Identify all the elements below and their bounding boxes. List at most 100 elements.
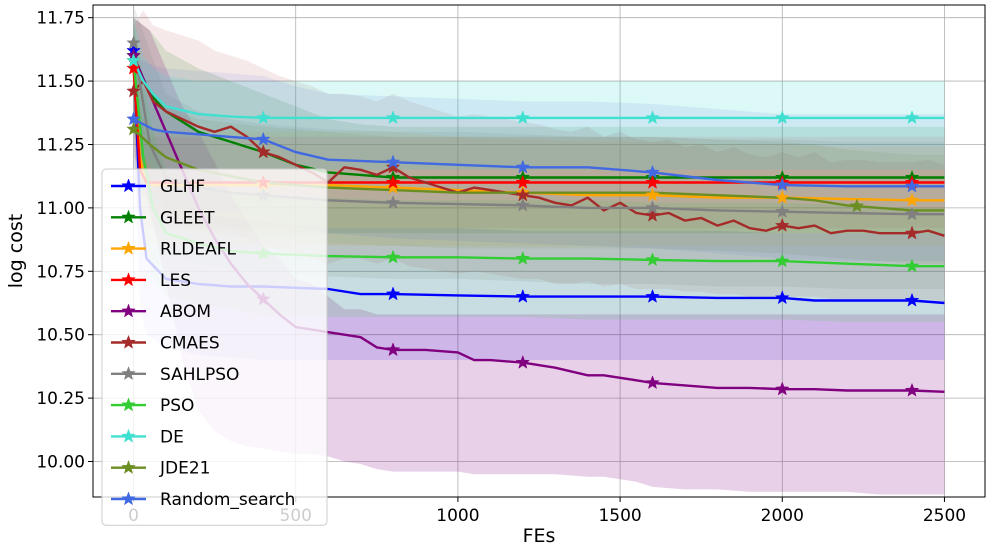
- y-tick-label: 11.75: [36, 9, 85, 29]
- marker-sahlpso: [126, 35, 141, 50]
- y-tick-label: 11.00: [36, 199, 85, 219]
- legend-marker-abom: [121, 303, 136, 318]
- band-sahlpso: [133, 5, 945, 289]
- marker-sahlpso: [515, 197, 531, 212]
- marker-les: [126, 60, 141, 75]
- band-glhf: [133, 17, 945, 361]
- band-pso: [133, 17, 945, 322]
- marker-random-search: [255, 131, 271, 146]
- x-tick-label: 2000: [761, 506, 804, 526]
- marker-random-search: [515, 159, 531, 174]
- legend-box: [101, 168, 328, 526]
- marker-les: [385, 174, 401, 189]
- legend-label-abom: ABOM: [160, 302, 211, 322]
- legend-marker-de: [121, 428, 136, 443]
- legend-label-cmaes: CMAES: [160, 334, 220, 354]
- marker-cmaes: [126, 83, 141, 98]
- band-jde21: [133, 81, 945, 264]
- x-axis-title: FEs: [523, 525, 556, 547]
- x-tick-label: 2500: [923, 506, 966, 526]
- legend-marker-jde21: [121, 459, 136, 474]
- marker-jde21: [849, 198, 865, 213]
- marker-jde21: [126, 121, 141, 136]
- marker-rldeafl: [385, 179, 401, 194]
- legend-marker-gleet: [121, 209, 136, 224]
- legend-marker-les: [121, 272, 136, 287]
- marker-de: [904, 110, 920, 125]
- legend: GLHF GLEET RLDEAFL LES ABOM CMAES SAHLPSO PSO DE…: [101, 168, 328, 526]
- band-gleet: [133, 17, 945, 234]
- marker-cmaes: [904, 225, 920, 240]
- legend-label-jde21: JDE21: [159, 459, 210, 479]
- marker-abom: [774, 381, 790, 396]
- legend-label-random-search: Random_search: [160, 490, 295, 510]
- plot-frame: [92, 4, 986, 498]
- series-line-cmaes: [132, 79, 945, 237]
- marker-pso: [904, 258, 920, 273]
- marker-de: [385, 110, 401, 125]
- x-tick-label: 1000: [436, 506, 479, 526]
- marker-abom: [515, 354, 531, 369]
- band-abom: [133, 17, 945, 495]
- legend-marker-glhf: [121, 178, 136, 193]
- marker-abom: [645, 375, 660, 390]
- legend-marker-pso: [121, 397, 136, 412]
- legend-marker-sahlpso: [121, 366, 136, 381]
- marker-random-search: [126, 111, 141, 126]
- marker-de: [255, 110, 271, 125]
- marker-pso: [645, 252, 660, 267]
- marker-abom: [385, 342, 401, 357]
- marker-cmaes: [385, 159, 401, 174]
- marker-les: [645, 174, 660, 189]
- legend-marker-cmaes: [121, 334, 136, 349]
- marker-de: [515, 110, 531, 125]
- legend-label-gleet: GLEET: [160, 208, 215, 228]
- legend-label-les: LES: [160, 271, 191, 291]
- marker-les: [515, 174, 531, 189]
- marker-glhf: [645, 288, 660, 303]
- marker-pso: [515, 250, 531, 265]
- marker-glhf: [385, 286, 401, 301]
- x-tick-label: 1500: [598, 506, 641, 526]
- marker-de: [774, 110, 790, 125]
- y-tick-label: 11.25: [36, 135, 85, 155]
- series-markers: [126, 35, 920, 397]
- marker-de: [645, 110, 660, 125]
- y-tick-label: 10.75: [36, 262, 85, 282]
- marker-sahlpso: [904, 206, 920, 221]
- marker-random-search: [385, 154, 401, 169]
- marker-glhf: [904, 292, 920, 307]
- legend-label-pso: PSO: [160, 396, 194, 416]
- legend-label-sahlpso: SAHLPSO: [160, 365, 239, 385]
- band-cmaes: [133, 10, 945, 302]
- legend-label-rldeafl: RLDEAFL: [160, 240, 237, 260]
- marker-rldeafl: [774, 189, 790, 204]
- marker-random-search: [645, 164, 660, 179]
- legend-label-de: DE: [160, 427, 184, 447]
- marker-pso: [385, 249, 401, 264]
- marker-glhf: [515, 288, 531, 303]
- marker-sahlpso: [645, 200, 660, 215]
- marker-rldeafl: [645, 187, 660, 202]
- legend-label-glhf: GLHF: [160, 177, 205, 197]
- series-line-de: [132, 60, 945, 120]
- legend-marker-random-search: [121, 491, 136, 506]
- marker-cmaes: [255, 144, 271, 159]
- marker-pso: [774, 253, 790, 268]
- marker-de: [126, 53, 141, 68]
- legend-marker-rldeafl: [121, 240, 136, 255]
- marker-sahlpso: [385, 195, 401, 210]
- y-tick-label: 10.50: [36, 326, 85, 346]
- marker-cmaes: [645, 207, 660, 222]
- y-tick-label: 10.00: [36, 452, 85, 472]
- y-axis-title: log cost: [5, 214, 27, 288]
- y-tick-label: 10.25: [36, 389, 85, 409]
- marker-random-search: [774, 177, 790, 192]
- marker-cmaes: [774, 217, 790, 232]
- marker-glhf: [774, 290, 790, 305]
- marker-sahlpso: [774, 203, 790, 218]
- y-tick-label: 11.50: [36, 72, 85, 92]
- marker-abom: [904, 382, 920, 397]
- band-de: [133, 17, 945, 170]
